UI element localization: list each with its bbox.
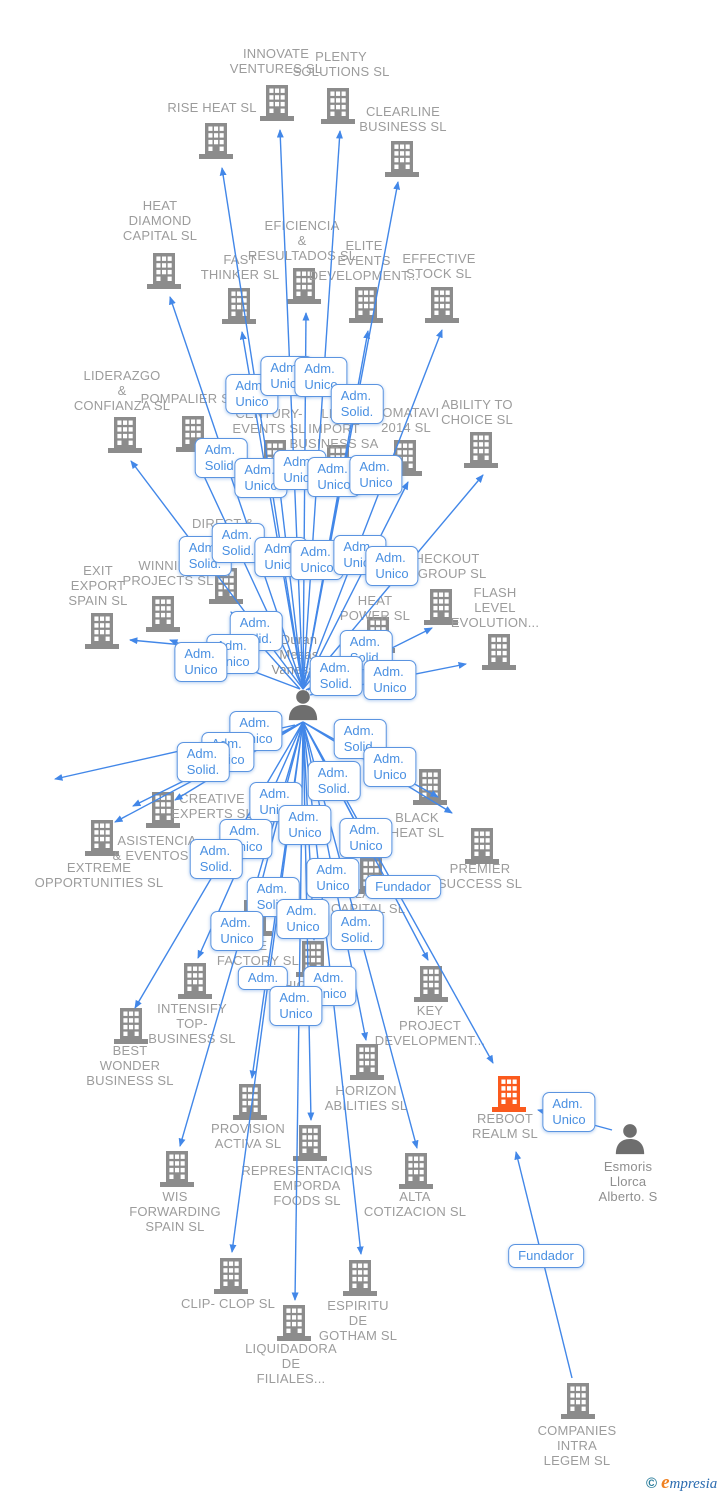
company-label: CLIP- CLOP SL: [180, 1296, 276, 1311]
edge-label-as: Adm.Solid.: [176, 742, 230, 782]
company-label: PLENTY SOLUTIONS SL: [292, 49, 390, 79]
edge-label-au: Adm.Unico: [174, 642, 228, 682]
company-label: KEY PROJECT DEVELOPMENT...: [374, 1003, 486, 1048]
company-label: HEAT POWER SL: [339, 593, 411, 623]
company-label: CLEARLINE BUSINESS SL: [359, 104, 447, 134]
copyright-icon: ©: [646, 1474, 658, 1492]
company-label: BEST WONDER BUSINESS SL: [86, 1043, 174, 1088]
edge-label-au: Adm.Unico: [542, 1092, 596, 1132]
company-label: WIS FORWARDING SPAIN SL: [129, 1189, 221, 1234]
edge-label-au: Adm.Unico: [225, 374, 279, 414]
company-label: CREATIVE EXPERTS SL: [171, 791, 253, 821]
edge-label-au: Adm.Unico: [363, 747, 417, 787]
company-label: EFFECTIVE STOCK SL: [402, 251, 476, 281]
edge-label-as: Adm.Solid.: [309, 656, 363, 696]
company-label: EXTREME OPPORTUNITIES SL: [34, 860, 164, 890]
company-label: PREMIER SUCCESS SL: [437, 861, 523, 891]
company-label: ABILITY TO CHOICE SL: [441, 397, 513, 427]
company-label: COMPANIES INTRA LEGEM SL: [537, 1423, 617, 1468]
empresia-watermark[interactable]: © empresia: [646, 1472, 728, 1494]
company-label: RISE HEAT SL: [167, 100, 257, 115]
empresia-logo-text: empresia: [661, 1472, 718, 1493]
edge-label-au: Adm.Unico: [349, 455, 403, 495]
edge-label-au: Adm.Unico: [306, 858, 360, 898]
edge-label-au: Adm.Unico: [365, 546, 419, 586]
edge-label-au: Adm.Unico: [269, 986, 323, 1026]
edge-label-au: Adm.Unico: [339, 818, 393, 858]
company-label: REPRESENTACIONS EMPORDA FOODS SL: [241, 1163, 373, 1208]
company-label: ASISTENCIA & EVENTOS S: [112, 833, 202, 863]
company-label: LIQUIDADORA DE FILIALES...: [245, 1341, 337, 1386]
company-label: EXIT EXPORT SPAIN SL: [68, 563, 128, 608]
edge-label-as: Adm.Solid.: [194, 438, 248, 478]
edge-label-au: Adm.Unico: [290, 540, 344, 580]
edge-label-f: Fundador: [508, 1244, 584, 1268]
edge-label-as: Adm.Solid.: [330, 384, 384, 424]
edge-label-au: Adm.Unico: [278, 805, 332, 845]
edge-label-as: Adm.Solid.: [307, 761, 361, 801]
company-label: FAST THINKER SL: [200, 252, 280, 282]
company-label: FLASH LEVEL EVOLUTION...: [450, 585, 540, 630]
company-label: INTENSIFY TOP- BUSINESS SL: [148, 1001, 236, 1046]
company-label: ROMATAVI 2014 SL: [372, 405, 440, 435]
edge-label-au: Adm.Unico: [363, 660, 417, 700]
edge-label-as: Adm.Solid.: [330, 910, 384, 950]
person-label: Esmoris Llorca Alberto. S: [598, 1159, 658, 1204]
company-label: REBOOT REALM SL: [472, 1111, 538, 1141]
company-label: ESPIRITU DE GOTHAM SL: [318, 1298, 398, 1343]
company-label: POMPALIER SL: [140, 391, 238, 406]
company-label: ELITE EVENTS DEVELOPMENT...: [308, 238, 420, 283]
edge-label-au: Adm.Unico: [210, 911, 264, 951]
company-label: LIDERAZGO & CONFIANZA SL: [73, 368, 171, 413]
edge-label-as: Adm.Solid.: [189, 839, 243, 879]
company-label: INNOVATE VENTURES SL: [229, 46, 323, 76]
edge-label-au: Adm.Unico: [276, 899, 330, 939]
company-label: ALTA COTIZACION SL: [363, 1189, 467, 1219]
company-label: HECKOUT OGROUP SL: [407, 551, 487, 581]
company-label: BLACK HEAT SL: [389, 810, 445, 840]
company-label: HEAT DIAMOND CAPITAL SL: [122, 198, 198, 243]
edge-label-f: Fundador: [365, 875, 441, 899]
